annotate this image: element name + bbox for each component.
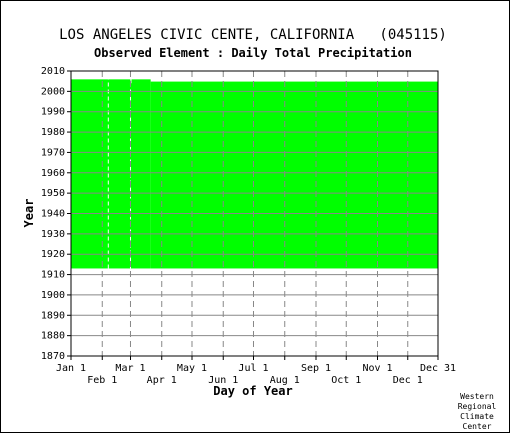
y-tick-label: 1870 <box>41 351 65 362</box>
y-tick-label: 1920 <box>41 249 65 260</box>
y-tick-label: 1980 <box>41 127 65 138</box>
credit-line: Climate <box>460 412 494 421</box>
credit-line: Western <box>460 392 494 401</box>
y-tick-label: 1900 <box>41 290 65 301</box>
y-tick-label: 1990 <box>41 107 65 118</box>
x-tick-label: Dec 1 <box>393 375 423 386</box>
y-tick-label: 1950 <box>41 188 65 199</box>
y-tick-label: 1940 <box>41 209 65 220</box>
chart-subtitle: Observed Element : Daily Total Precipita… <box>94 46 412 60</box>
data-segment-3 <box>150 81 438 269</box>
credit-line: Regional <box>458 402 497 411</box>
data-area <box>71 71 438 269</box>
data-segment-0 <box>71 79 131 269</box>
y-tick-label: 1890 <box>41 310 65 321</box>
x-tick-label: Apr 1 <box>147 375 177 386</box>
x-axis-ticks: Jan 1 Mar 1 May 1 Jul 1 Sep 1 Nov 1 Dec 31 Feb … <box>56 356 456 386</box>
x-tick-label: Aug 1 <box>270 375 300 386</box>
credit-line: Center <box>463 422 492 431</box>
x-tick-label: Jun 1 <box>208 375 238 386</box>
y-axis-label: Year <box>22 199 36 228</box>
y-tick-label: 2010 <box>41 66 65 77</box>
x-tick-label: Dec 31 <box>420 363 456 374</box>
x-tick-label: Nov 1 <box>362 363 392 374</box>
y-tick-label: 1960 <box>41 168 65 179</box>
y-tick-label: 1880 <box>41 331 65 342</box>
x-tick-label: Jul 1 <box>238 363 268 374</box>
data-segment-1 <box>130 83 132 269</box>
gridlines <box>71 71 438 356</box>
y-tick-label: 1910 <box>41 270 65 281</box>
y-tick-label: 1930 <box>41 229 65 240</box>
data-segment-2 <box>131 79 151 269</box>
x-tick-label: Oct 1 <box>331 375 361 386</box>
x-tick-label: Jan 1 <box>56 363 86 374</box>
x-tick-label: Mar 1 <box>115 363 145 374</box>
y-axis-ticks: 1870 1880 1890 1900 1910 1920 1930 1940 1950 1960… <box>41 66 71 362</box>
x-tick-label: May 1 <box>177 363 207 374</box>
x-tick-label: Sep 1 <box>301 363 331 374</box>
y-tick-label: 2000 <box>41 86 65 97</box>
x-axis-label: Day of Year <box>213 384 292 398</box>
y-tick-label: 1970 <box>41 147 65 158</box>
x-tick-label: Feb 1 <box>87 375 117 386</box>
chart-title: LOS ANGELES CIVIC CENTE, CALIFORNIA (045… <box>59 27 447 43</box>
